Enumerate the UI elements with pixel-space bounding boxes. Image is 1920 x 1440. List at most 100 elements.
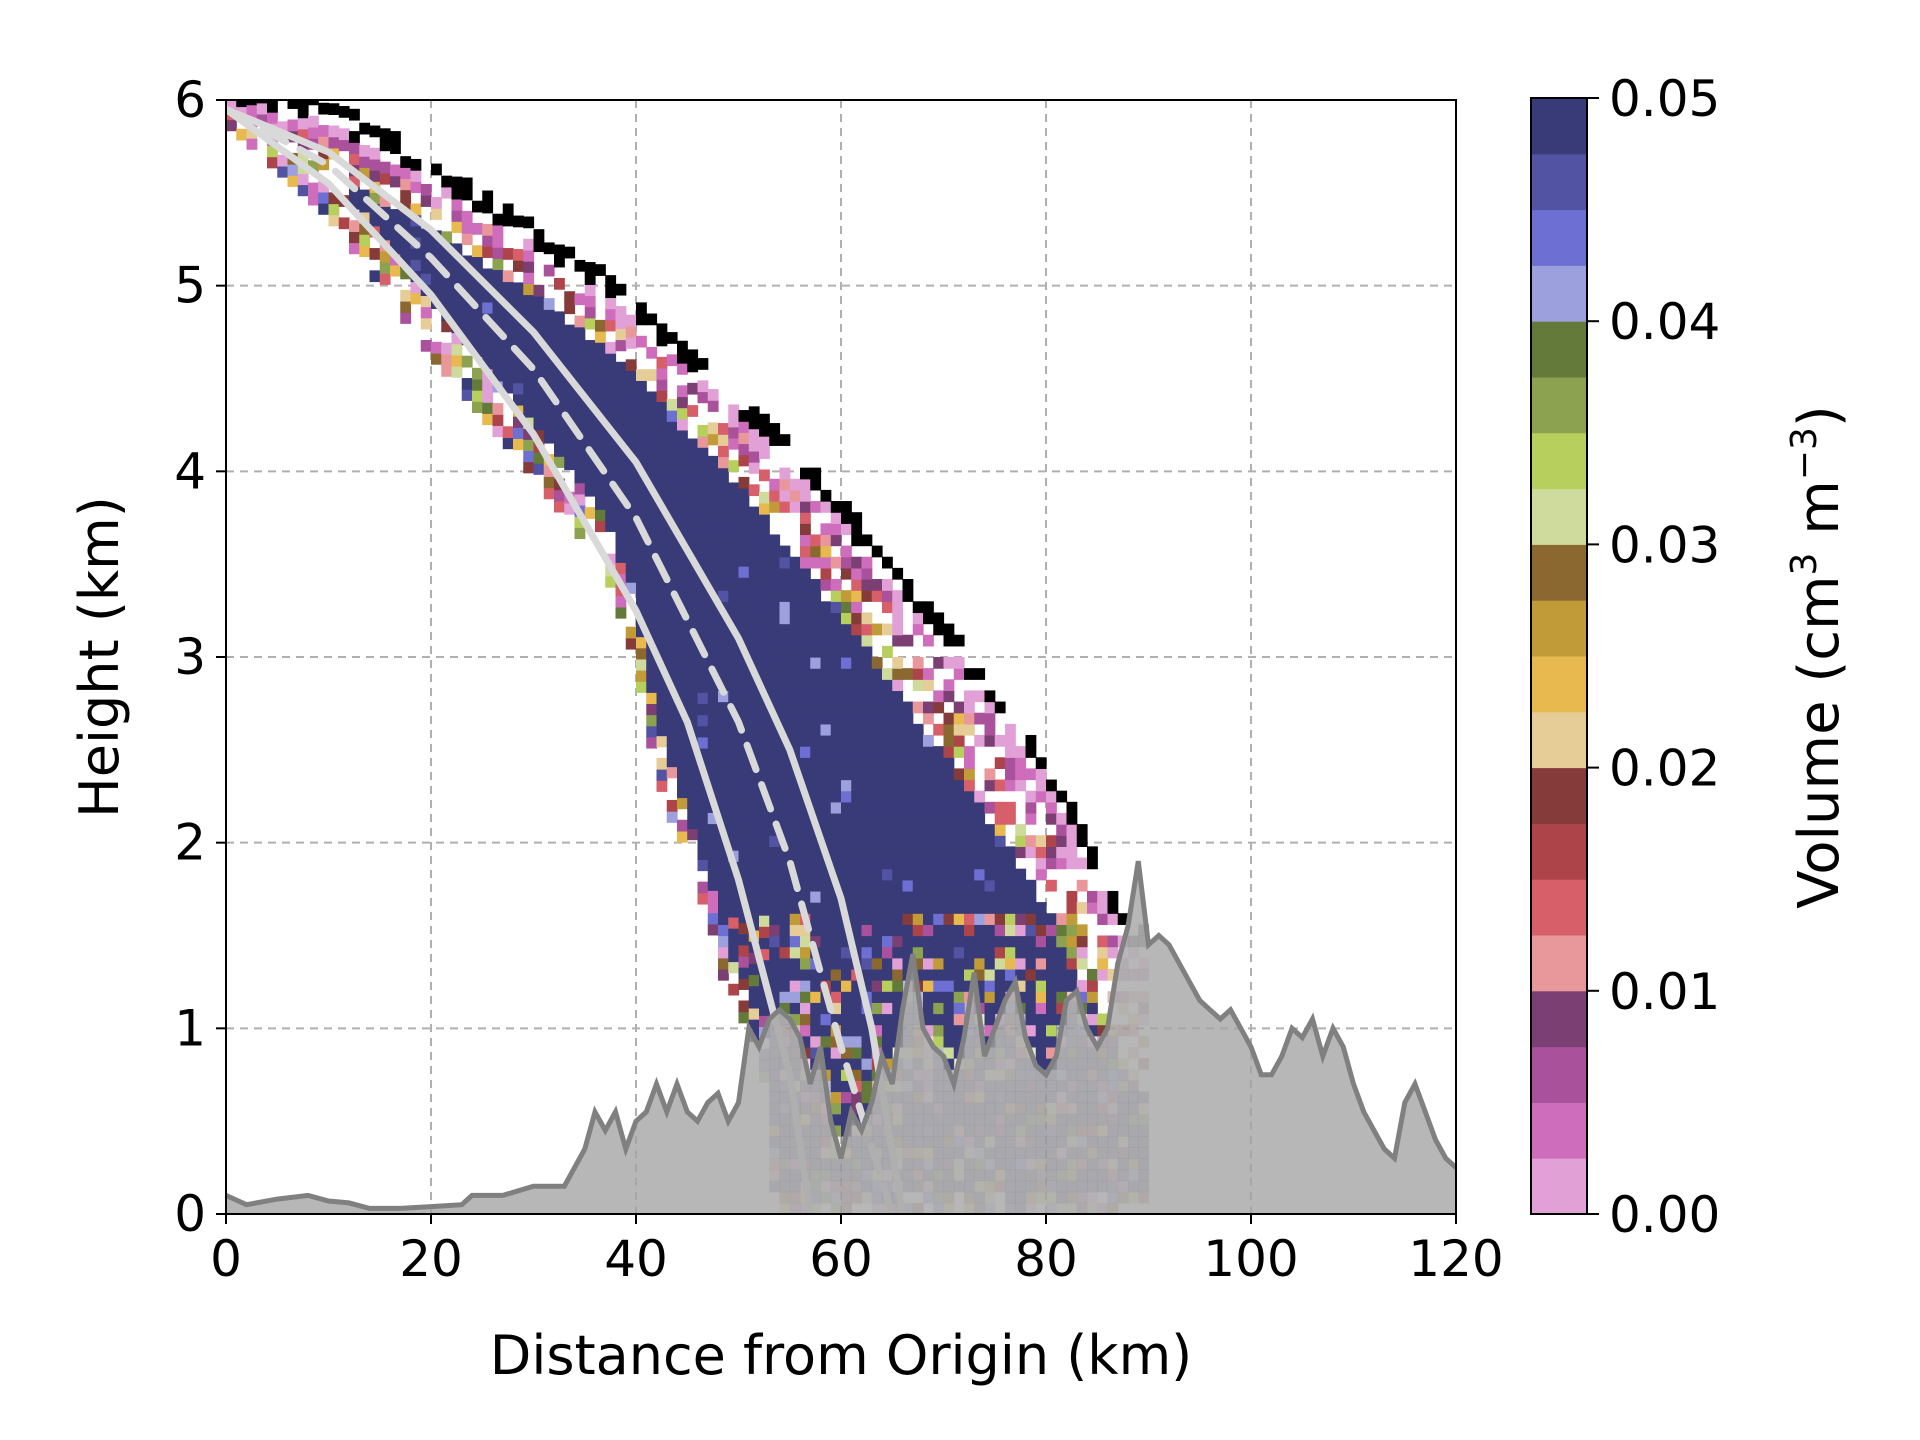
heatmap-cell — [779, 590, 791, 602]
heatmap-cell — [318, 125, 330, 137]
heatmap-cell — [994, 868, 1006, 881]
heatmap-cell — [533, 229, 545, 241]
heatmap-cell — [882, 746, 893, 758]
heatmap-cell — [1025, 1002, 1037, 1015]
heatmap-cell — [871, 679, 883, 692]
heatmap-cell — [687, 750, 699, 763]
heatmap-cell — [769, 489, 781, 502]
heatmap-cell — [718, 868, 729, 881]
heatmap-cell — [748, 918, 760, 931]
heatmap-cell — [738, 632, 750, 645]
heatmap-cell — [656, 323, 668, 336]
heatmap-cell — [656, 445, 668, 458]
heatmap-cell — [656, 757, 668, 770]
heatmap-cell — [892, 902, 904, 914]
heatmap-cell — [656, 401, 668, 414]
heatmap-cell — [800, 489, 811, 502]
heatmap-cell — [994, 846, 1006, 859]
heatmap-cell — [707, 433, 719, 446]
heatmap-cell — [748, 796, 760, 808]
heatmap-cell — [728, 493, 740, 506]
heatmap-cell — [994, 812, 1006, 825]
heatmap-cell — [441, 186, 453, 199]
heatmap-cell — [943, 634, 955, 647]
heatmap-cell — [984, 902, 996, 914]
heatmap-cell — [738, 755, 750, 768]
heatmap-cell — [543, 476, 555, 489]
heatmap-cell — [646, 703, 658, 716]
heatmap-cell — [625, 515, 637, 528]
heatmap-cell — [779, 612, 791, 625]
heatmap-cell — [308, 115, 319, 128]
heatmap-cell — [718, 445, 729, 458]
heatmap-cell — [728, 593, 740, 606]
heatmap-cell — [738, 855, 750, 868]
heatmap-cell — [871, 924, 883, 937]
heatmap-cell — [830, 612, 842, 625]
heatmap-cell — [728, 515, 740, 528]
heatmap-cell — [882, 701, 893, 714]
heatmap-cell — [892, 590, 904, 602]
heatmap-cell — [1046, 968, 1057, 981]
heatmap-cell — [779, 902, 791, 914]
heatmap-cell — [759, 881, 770, 894]
heatmap-cell — [810, 634, 822, 647]
heatmap-cell — [707, 890, 719, 903]
heatmap-cell — [1066, 824, 1078, 836]
heatmap-cell — [789, 668, 801, 680]
heatmap-cell — [994, 968, 1006, 981]
heatmap-cell — [605, 353, 617, 365]
heatmap-cell — [1076, 879, 1088, 892]
heatmap-cell — [964, 690, 975, 703]
heatmap-cell — [820, 534, 832, 547]
heatmap-cell — [677, 641, 688, 654]
heatmap-cell — [994, 835, 1006, 847]
heatmap-cell — [256, 102, 268, 115]
heatmap-cell — [379, 172, 391, 185]
heatmap-cell — [759, 491, 770, 504]
heatmap-cell — [759, 658, 770, 671]
heatmap-cell — [656, 624, 668, 636]
heatmap-cell — [943, 1046, 955, 1059]
heatmap-cell — [1046, 1002, 1057, 1015]
heatmap-cell — [759, 903, 770, 916]
heatmap-cell — [748, 606, 760, 619]
heatmap-cell — [943, 868, 955, 881]
heatmap-cell — [953, 779, 965, 792]
heatmap-cell — [636, 436, 647, 448]
heatmap-cell — [759, 1004, 770, 1016]
heatmap-cell — [1056, 991, 1068, 1003]
heatmap-cell — [759, 825, 770, 838]
heatmap-cell — [666, 632, 678, 645]
heatmap-cell — [974, 712, 986, 725]
heatmap-cell — [851, 556, 863, 569]
heatmap-cell — [379, 139, 391, 152]
heatmap-cell — [595, 431, 606, 444]
heatmap-cell — [574, 337, 586, 350]
heatmap-cell — [615, 384, 627, 396]
heatmap-cell — [605, 520, 617, 532]
heatmap-cell — [964, 857, 975, 870]
heatmap-cell — [728, 415, 740, 428]
heatmap-cell — [953, 801, 965, 814]
heatmap-cell — [1056, 824, 1068, 836]
heatmap-cell — [656, 367, 668, 380]
heatmap-cell — [625, 582, 637, 594]
heatmap-cell — [748, 562, 760, 575]
heatmap-cell — [441, 275, 453, 288]
heatmap-cell — [923, 902, 934, 914]
heatmap-cell — [584, 340, 596, 352]
heatmap-cell — [472, 367, 483, 380]
heatmap-cell — [738, 967, 750, 979]
heatmap-cell — [431, 241, 442, 254]
heatmap-cell — [994, 980, 1006, 992]
heatmap-cell — [625, 370, 637, 383]
heatmap-cell — [820, 968, 832, 981]
heatmap-cell — [502, 437, 514, 450]
heatmap-cell — [748, 417, 760, 430]
heatmap-cell — [533, 463, 545, 475]
heatmap-cell — [769, 556, 781, 569]
heatmap-cell — [359, 234, 371, 246]
heatmap-cell — [728, 616, 740, 628]
heatmap-cell — [943, 723, 955, 736]
